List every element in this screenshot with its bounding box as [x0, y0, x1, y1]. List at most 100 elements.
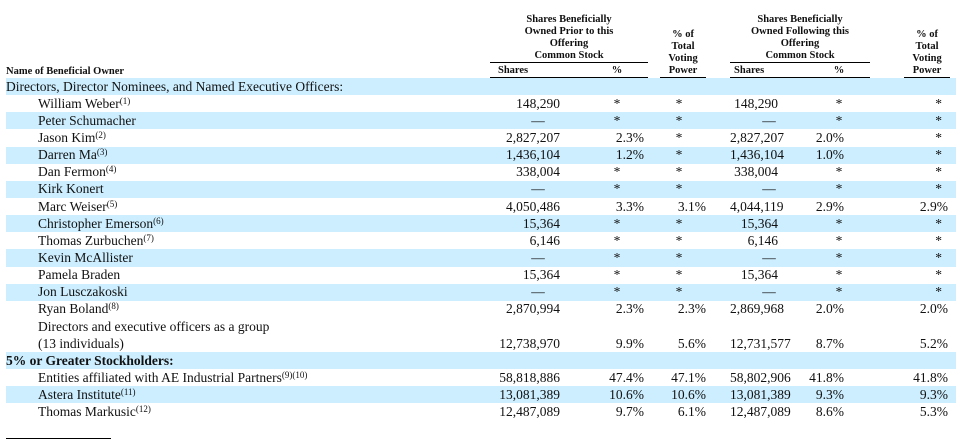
after-offering-header: Shares Beneficially Owned Following this… [730, 2, 871, 63]
percent-prior: * [586, 180, 649, 198]
voting-power-prior: * [648, 215, 711, 233]
owner-name: Darren Ma(3) [6, 146, 490, 164]
prior-offering-header: Shares Beneficially Owned Prior to this … [490, 2, 649, 63]
shares-after: — [730, 112, 809, 130]
table-row: Jason Kim(2) 2,827,207 2.3% * 2,827,207 2.0% * [6, 129, 957, 147]
shares-prior: 13,081,389 [490, 386, 586, 404]
shares-prior: — [490, 249, 586, 267]
owner-name-text: Peter Schumacher [38, 112, 136, 128]
prior-header-line: Offering [549, 38, 589, 49]
percent-prior: * [586, 112, 649, 130]
owner-name-text: Entities affiliated with AE Industrial P… [38, 369, 282, 385]
percent-prior: * [586, 266, 649, 284]
owner-name: Thomas Markusic(12) [6, 403, 490, 421]
footnote-ref: (6) [153, 215, 164, 226]
shares-prior: 15,364 [490, 266, 586, 284]
vp-header-line: Power [668, 65, 698, 76]
voting-power-after: * [870, 249, 957, 267]
shares-prior: 4,050,486 [490, 197, 586, 216]
owner-name-text: Dan Fermon [38, 164, 106, 180]
group-label-line: Directors and executive officers as a gr… [38, 318, 270, 334]
owner-name: Thomas Zurbuchen(7) [6, 232, 490, 250]
owner-name: Jon Lusczakoski [6, 283, 490, 301]
percent-after: 2.9% [808, 197, 871, 216]
table-row: Entities affiliated with AE Industrial P… [6, 369, 957, 387]
percent-after: 2.0% [808, 129, 871, 147]
percent-prior: * [586, 232, 649, 250]
voting-power-after: 9.3% [870, 386, 957, 404]
voting-power-after: * [870, 283, 957, 301]
name-column-header: Name of Beneficial Owner [6, 2, 490, 78]
shares-prior: — [490, 112, 586, 130]
shares-prior: 338,004 [490, 163, 586, 181]
shares-after: — [730, 283, 809, 301]
voting-power-prior: * [648, 249, 711, 267]
shares-prior: — [490, 180, 586, 198]
voting-power-prior: 6.1% [648, 403, 711, 421]
owner-name-text: Thomas Markusic [38, 403, 136, 419]
percent-after: 8.6% [808, 403, 871, 421]
beneficial-ownership-table: Name of Beneficial Owner Shares Benefici… [6, 2, 957, 421]
prior-header-line: Owned Prior to this [524, 26, 614, 37]
footnote-ref: (8) [108, 301, 119, 312]
shares-after: 15,364 [730, 215, 809, 233]
shares-prior: 2,870,994 [490, 300, 586, 318]
footnote-ref: (7) [143, 232, 154, 243]
voting-power-prior: 5.6% [648, 317, 711, 352]
prior-voting-power-header: % of Total Voting Power [648, 2, 711, 78]
shares-after: 148,290 [730, 95, 809, 113]
shares-after: 4,044,119 [730, 197, 809, 216]
group-total-row: Directors and executive officers as a gr… [6, 317, 957, 352]
shares-prior: 6,146 [490, 232, 586, 250]
voting-power-prior: 10.6% [648, 386, 711, 404]
prior-percent-header: % [586, 63, 649, 78]
owner-name-text: Ryan Boland [38, 301, 109, 317]
prior-shares-header: Shares [490, 63, 586, 78]
owner-name: Peter Schumacher [6, 112, 490, 130]
owner-name-text: Marc Weiser [38, 198, 107, 214]
percent-after: * [808, 180, 871, 198]
table-row: Thomas Zurbuchen(7) 6,146 * * 6,146 * * [6, 232, 957, 250]
owner-name-text: Darren Ma [38, 147, 97, 163]
shares-after: 12,487,089 [730, 403, 809, 421]
voting-power-after: * [870, 163, 957, 181]
owner-name: Marc Weiser(5) [6, 197, 490, 216]
footnote-ref: (12) [135, 403, 151, 414]
voting-power-after: * [870, 129, 957, 147]
percent-prior: * [586, 283, 649, 301]
percent-prior: * [586, 163, 649, 181]
shares-after: — [730, 249, 809, 267]
group-label-line: (13 individuals) [38, 335, 124, 351]
shares-after: 338,004 [730, 163, 809, 181]
section-heading-5pct: 5% or Greater Stockholders: [6, 351, 957, 370]
percent-after: * [808, 283, 871, 301]
vp-header-line: Total [671, 41, 695, 52]
prior-header-line: Common Stock [534, 50, 604, 61]
shares-prior: 2,827,207 [490, 129, 586, 147]
after-header-line: Offering [780, 38, 820, 49]
percent-prior: * [586, 249, 649, 267]
shares-after: — [730, 180, 809, 198]
voting-power-prior: * [648, 146, 711, 164]
percent-prior: * [586, 215, 649, 233]
voting-power-after: 2.9% [870, 197, 957, 216]
vp-header-line: % of [672, 29, 694, 40]
percent-after: * [808, 249, 871, 267]
owner-name-text: Jason Kim [38, 129, 96, 145]
percent-after: * [808, 95, 871, 113]
owner-name-text: Christopher Emerson [38, 215, 154, 231]
footnote-ref: (4) [105, 164, 117, 175]
table-row: Marc Weiser(5) 4,050,486 3.3% 3.1% 4,044,119… [6, 197, 957, 216]
percent-after: * [808, 215, 871, 233]
owner-name: Entities affiliated with AE Industrial P… [6, 369, 490, 387]
percent-after: * [808, 232, 871, 250]
owner-name: Christopher Emerson(6) [6, 215, 490, 233]
vp-header-line: Voting [668, 53, 698, 64]
percent-after: 2.0% [808, 300, 871, 318]
owner-name: Astera Institute(11) [6, 386, 490, 404]
percent-prior: 10.6% [586, 386, 649, 404]
table-row: Pamela Braden 15,364 * * 15,364 * * [6, 266, 957, 284]
shares-prior: 12,487,089 [490, 403, 586, 421]
voting-power-prior: * [648, 95, 711, 113]
after-shares-header: Shares [730, 63, 809, 78]
